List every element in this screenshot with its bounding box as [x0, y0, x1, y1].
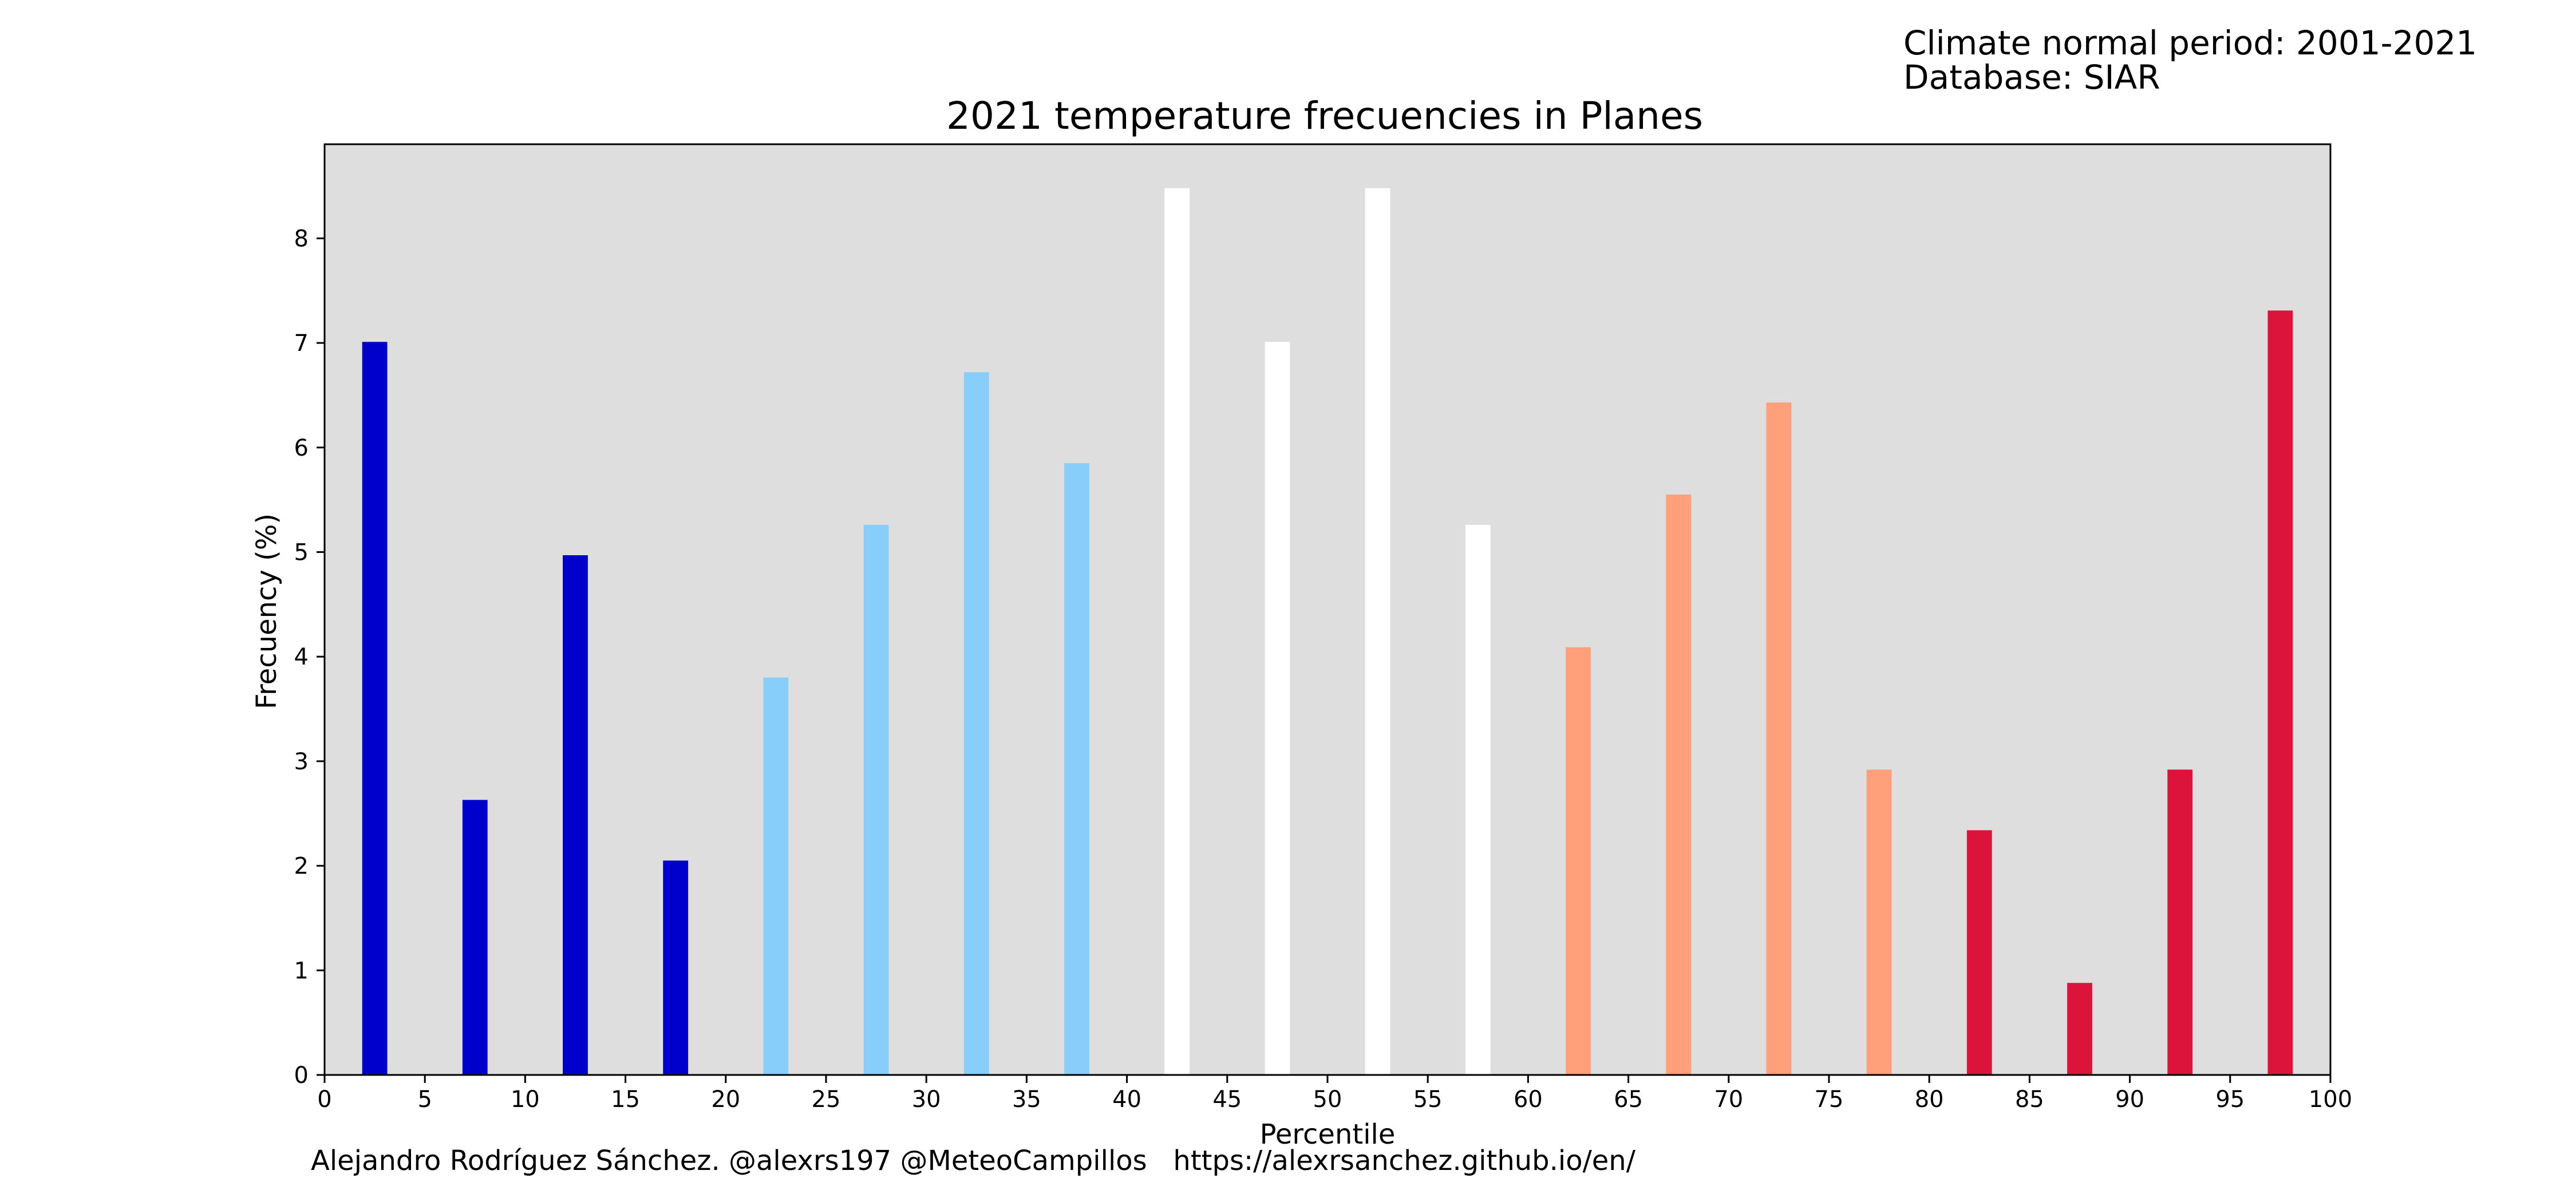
bar-27.5	[863, 525, 889, 1075]
bar-67.5	[1666, 495, 1692, 1075]
y-tick-label: 4	[294, 644, 309, 670]
x-tick-label: 45	[1212, 1086, 1242, 1113]
y-tick-label: 7	[294, 330, 309, 357]
x-tick-label: 90	[2115, 1086, 2144, 1113]
bar-42.5	[1164, 188, 1190, 1076]
y-tick-label: 2	[294, 853, 309, 880]
bar-52.5	[1365, 188, 1390, 1076]
x-tick-label: 70	[1714, 1086, 1743, 1113]
x-tick-label: 85	[2015, 1086, 2044, 1113]
plot-area	[325, 144, 2330, 1075]
x-tick-label: 10	[511, 1086, 540, 1113]
bar-87.5	[2067, 983, 2092, 1075]
x-tick-label: 20	[711, 1086, 740, 1113]
y-tick-label: 8	[294, 226, 309, 252]
climate-period-note: Climate normal period: 2001-2021	[1903, 23, 2478, 62]
bar-2.5	[362, 342, 388, 1075]
x-tick-label: 75	[1815, 1086, 1844, 1113]
x-tick-label: 5	[417, 1086, 432, 1113]
x-tick-label: 25	[812, 1086, 841, 1113]
bar-97.5	[2267, 310, 2293, 1075]
bar-37.5	[1064, 463, 1089, 1075]
x-axis-label: Percentile	[1259, 1118, 1396, 1150]
x-tick-label: 95	[2215, 1086, 2245, 1113]
chart-title: 2021 temperature frecuencies in Planes	[946, 94, 1703, 138]
y-tick-label: 1	[294, 958, 309, 984]
y-axis: 0 1 2 3 4 5 6 7 8	[294, 226, 325, 1089]
y-axis-label: Frecuency (%)	[251, 513, 283, 710]
x-tick-label: 30	[912, 1086, 941, 1113]
x-tick-label: 0	[317, 1086, 331, 1113]
x-tick-label: 15	[611, 1086, 640, 1113]
bar-72.5	[1766, 402, 1792, 1075]
bar-47.5	[1265, 342, 1290, 1075]
x-tick-label: 40	[1112, 1086, 1141, 1113]
bars-group	[362, 188, 2293, 1076]
database-note: Database: SIAR	[1903, 58, 2160, 97]
x-tick-label: 55	[1413, 1086, 1443, 1113]
bar-57.5	[1465, 525, 1491, 1075]
bar-82.5	[1966, 830, 1992, 1075]
x-tick-label: 50	[1313, 1086, 1342, 1113]
x-tick-label: 65	[1614, 1086, 1643, 1113]
bar-32.5	[963, 372, 989, 1076]
bar-7.5	[462, 800, 488, 1075]
x-tick-label: 35	[1012, 1086, 1041, 1113]
bar-77.5	[1866, 769, 1892, 1075]
y-tick-label: 6	[294, 435, 309, 461]
x-tick-label: 80	[1915, 1086, 1944, 1113]
bar-17.5	[663, 860, 689, 1075]
y-tick-label: 5	[294, 540, 309, 566]
y-tick-label: 3	[294, 749, 309, 775]
bar-62.5	[1566, 647, 1591, 1075]
bar-12.5	[563, 555, 588, 1075]
x-axis: 0 5 10 15 20 25 30 35 40 45 50 55 60 65 70 75 80 85 90 95 10…	[317, 1075, 2352, 1113]
x-tick-label: 100	[2309, 1086, 2352, 1113]
author-credit: Alejandro Rodríguez Sánchez. @alexrs197 …	[311, 1145, 1635, 1177]
y-tick-label: 0	[294, 1062, 309, 1089]
bar-22.5	[763, 677, 789, 1075]
x-tick-label: 60	[1514, 1086, 1543, 1113]
bar-92.5	[2167, 769, 2193, 1075]
